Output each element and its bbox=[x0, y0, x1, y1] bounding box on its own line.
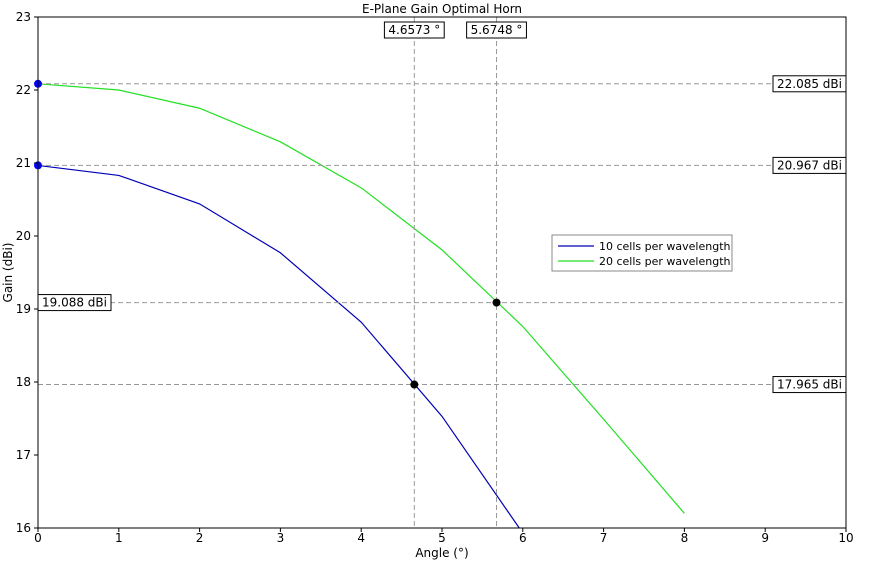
x-tick-label: 3 bbox=[277, 531, 285, 545]
series-line-2 bbox=[38, 83, 685, 514]
y-tick-label: 20 bbox=[16, 229, 31, 243]
x-axis-label: Angle (°) bbox=[415, 546, 468, 560]
gain-readout-label-text: 17.965 dBi bbox=[777, 378, 842, 392]
angle-readout-label: 5.6748 ° bbox=[466, 21, 527, 39]
chart-title: E-Plane Gain Optimal Horn bbox=[362, 2, 522, 16]
x-tick-label: 5 bbox=[438, 531, 446, 545]
x-tick-label: 2 bbox=[196, 531, 204, 545]
y-tick-label: 21 bbox=[16, 156, 31, 170]
x-tick-label: 6 bbox=[519, 531, 527, 545]
gain-readout-label: 20.967 dBi bbox=[772, 156, 847, 174]
y-tick-label: 18 bbox=[16, 375, 31, 389]
x-tick-label: 1 bbox=[115, 531, 123, 545]
gain-readout-label-text: 19.088 dBi bbox=[42, 296, 107, 310]
gain-readout-label-box bbox=[772, 376, 847, 394]
angle-readout-label-text: 4.6573 ° bbox=[388, 23, 440, 37]
gain-readout-label-box bbox=[37, 294, 112, 312]
x-tick-label: 4 bbox=[357, 531, 365, 545]
legend-label-1[interactable]: 10 cells per wavelength bbox=[599, 240, 731, 253]
y-tick-label: 23 bbox=[16, 10, 31, 24]
y-tick-label: 19 bbox=[16, 302, 31, 316]
series-line-1 bbox=[38, 164, 520, 528]
gain-readout-label: 19.088 dBi bbox=[37, 294, 112, 312]
data-marker[interactable] bbox=[492, 298, 501, 307]
x-tick-label: 8 bbox=[681, 531, 689, 545]
gain-readout-label: 17.965 dBi bbox=[772, 376, 847, 394]
x-tick-label: 0 bbox=[34, 531, 42, 545]
gain-readout-label: 22.085 dBi bbox=[772, 75, 847, 93]
plot-area bbox=[38, 17, 846, 528]
x-tick-label: 9 bbox=[761, 531, 769, 545]
legend-label-2[interactable]: 20 cells per wavelength bbox=[599, 255, 731, 268]
y-tick-label: 17 bbox=[16, 448, 31, 462]
x-tick-label: 7 bbox=[600, 531, 608, 545]
angle-readout-label: 4.6573 ° bbox=[383, 21, 445, 39]
y-tick-label: 22 bbox=[16, 83, 31, 97]
data-marker[interactable] bbox=[410, 380, 419, 389]
x-tick-label: 10 bbox=[838, 531, 853, 545]
legend-box bbox=[551, 234, 733, 272]
gain-readout-label-text: 22.085 dBi bbox=[777, 77, 842, 91]
y-axis-label: Gain (dBi) bbox=[1, 243, 15, 303]
angle-readout-label-text: 5.6748 ° bbox=[471, 23, 523, 37]
gain-readout-label-box bbox=[772, 75, 847, 93]
gain-readout-label-text: 20.967 dBi bbox=[777, 158, 842, 172]
angle-readout-label-box bbox=[383, 21, 445, 39]
angle-readout-label-box bbox=[466, 21, 527, 39]
plot-border bbox=[37, 16, 847, 529]
gain-readout-label-box bbox=[772, 156, 847, 174]
y-tick-label: 16 bbox=[16, 521, 31, 535]
